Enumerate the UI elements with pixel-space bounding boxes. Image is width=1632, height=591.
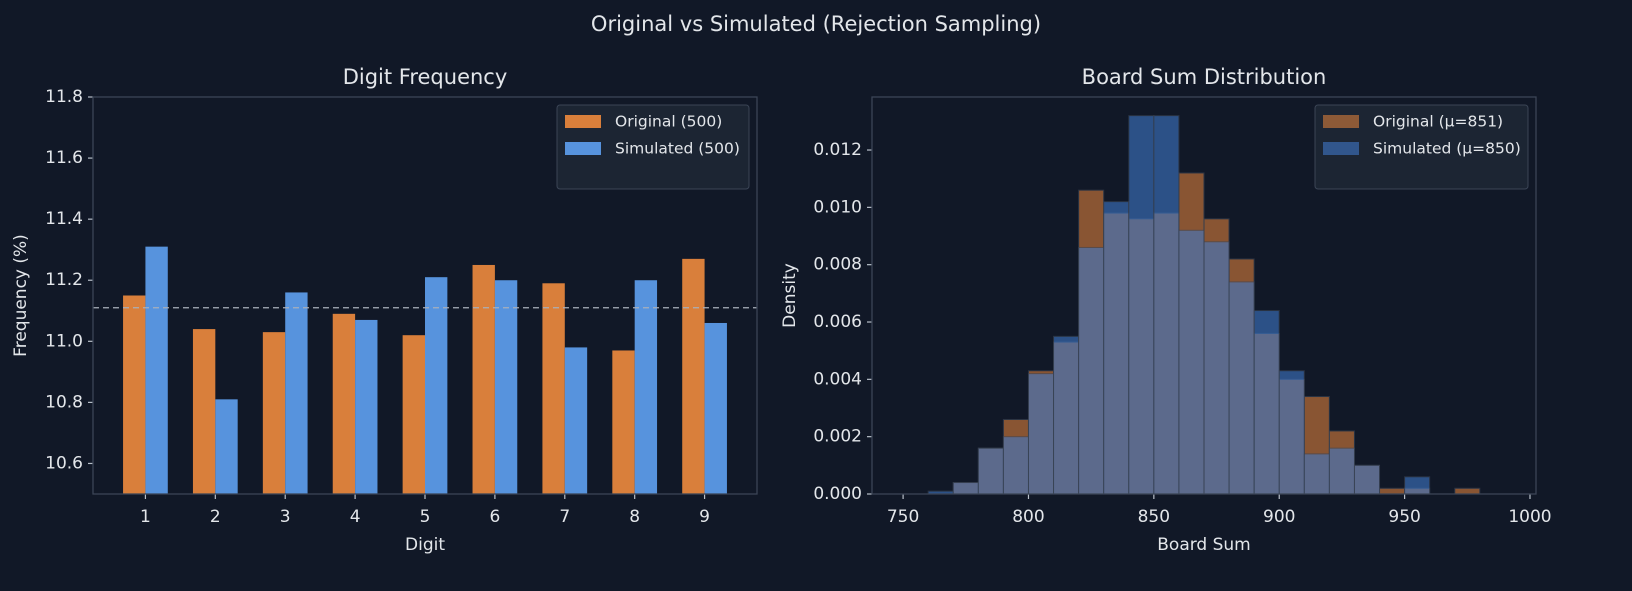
legend-label: Simulated (500) [615, 140, 740, 158]
x-tick-label: 800 [1012, 507, 1044, 527]
bar [542, 283, 565, 494]
bar [564, 347, 588, 494]
x-tick-label: 5 [420, 507, 431, 527]
legend-swatch [1323, 115, 1359, 128]
x-tick-label: 900 [1263, 507, 1295, 527]
bar [472, 264, 495, 494]
bar [332, 313, 356, 494]
y-tick-label: 11.2 [45, 270, 83, 290]
histogram-bar [1103, 201, 1130, 495]
x-tick-label: 4 [350, 507, 361, 527]
legend-label: Simulated (μ=850) [1373, 140, 1521, 158]
histogram-bar [1128, 115, 1155, 495]
bar [262, 332, 286, 494]
histogram-bar [952, 482, 979, 495]
bar [215, 399, 238, 494]
bar [355, 319, 378, 494]
legend-swatch [565, 115, 601, 128]
bar [402, 335, 425, 494]
y-tick-label: 0.004 [813, 369, 862, 389]
histogram-bar [1203, 241, 1230, 495]
y-tick-label: 11.0 [45, 331, 83, 351]
bar [145, 246, 168, 494]
y-tick-label: 0.010 [813, 197, 862, 217]
x-tick-label: 850 [1138, 507, 1170, 527]
bar [634, 280, 658, 494]
histogram-bar [977, 447, 1004, 495]
legend-swatch [565, 142, 601, 155]
legend-label: Original (μ=851) [1373, 113, 1503, 131]
histogram-bar [1328, 447, 1355, 495]
histogram-bar [1053, 335, 1080, 495]
legend-box [556, 104, 750, 190]
y-axis-label: Frequency (%) [11, 234, 31, 357]
histogram-bar [1002, 436, 1029, 495]
x-tick-label: 9 [699, 507, 710, 527]
y-axis-label: Density [780, 263, 800, 328]
y-tick-label: 10.6 [45, 453, 83, 473]
legend-label: Original (500) [615, 113, 722, 131]
x-tick-label: 1000 [1508, 507, 1551, 527]
axes-frame [871, 96, 1537, 495]
x-tick-label: 2 [210, 507, 221, 527]
y-tick-label: 0.008 [813, 255, 862, 275]
y-tick-label: 0.006 [813, 312, 862, 332]
histogram-bar [1228, 281, 1255, 495]
histogram-bar [1404, 476, 1431, 495]
histogram-bar [1454, 487, 1481, 495]
bar [682, 258, 705, 494]
panel-title: Digit Frequency [343, 65, 508, 89]
y-tick-label: 0.000 [813, 484, 862, 504]
histogram-bar [1027, 373, 1055, 495]
legend-box [1314, 104, 1529, 190]
histogram-bar [1353, 464, 1381, 495]
histogram-bar [1379, 487, 1406, 495]
bar [285, 292, 308, 494]
histogram-bar [1078, 246, 1105, 495]
bar [612, 350, 635, 494]
y-tick-label: 11.8 [45, 87, 83, 107]
y-tick-label: 10.8 [45, 392, 83, 412]
bar [425, 277, 448, 494]
histogram-bar [1303, 453, 1330, 495]
x-tick-label: 750 [887, 507, 919, 527]
x-axis-label: Digit [405, 535, 445, 555]
legend-swatch [1323, 142, 1359, 155]
x-tick-label: 8 [629, 507, 640, 527]
x-tick-label: 6 [489, 507, 500, 527]
x-tick-label: 7 [559, 507, 570, 527]
bar [192, 329, 216, 494]
histogram-bar [1153, 115, 1180, 495]
bar [123, 295, 146, 494]
y-tick-label: 0.012 [813, 140, 862, 160]
y-tick-label: 11.4 [45, 209, 83, 229]
panel-title: Board Sum Distribution [1082, 65, 1327, 89]
axes-frame [92, 96, 758, 495]
x-tick-label: 1 [140, 507, 151, 527]
y-tick-label: 0.002 [813, 427, 862, 447]
histogram-bar [1253, 310, 1280, 495]
y-tick-label: 11.6 [45, 148, 83, 168]
bar [704, 322, 727, 494]
histogram-bar [1278, 370, 1305, 495]
histogram-bar [1178, 229, 1205, 495]
x-tick-label: 950 [1388, 507, 1420, 527]
figure-title: Original vs Simulated (Rejection Samplin… [591, 12, 1041, 36]
bar [494, 280, 518, 494]
x-tick-label: 3 [280, 507, 291, 527]
x-axis-label: Board Sum [1157, 535, 1251, 555]
